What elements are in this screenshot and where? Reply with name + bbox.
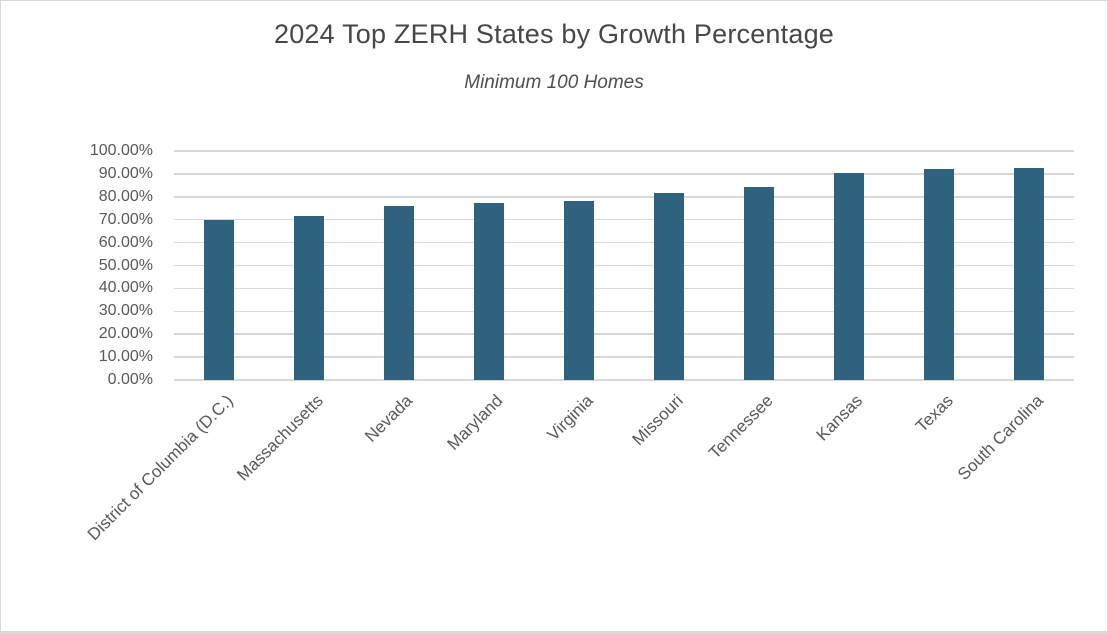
gridline <box>174 333 1074 335</box>
y-axis-tick-label: 40.00% <box>98 279 153 297</box>
y-axis-tick-label: 100.00% <box>89 142 153 159</box>
x-axis-label-district-of-columbia-d-c: District of Columbia (D.C.) <box>83 391 237 545</box>
bar-maryland <box>474 202 504 380</box>
gridline <box>174 173 1074 175</box>
gridline <box>174 356 1074 358</box>
gridline <box>174 379 1074 381</box>
gridline <box>174 310 1074 313</box>
gridline <box>174 196 1074 198</box>
y-axis-tick-label: 90.00% <box>98 164 153 182</box>
gridline <box>174 150 1074 152</box>
chart-title: 2024 Top ZERH States by Growth Percentag… <box>274 19 834 49</box>
y-axis-tick-label: 0.00% <box>107 371 153 388</box>
plot-area <box>174 150 1074 381</box>
bar-tennessee <box>744 186 774 380</box>
x-axis-label-kansas: Kansas <box>812 391 867 445</box>
bar-massachusetts <box>294 216 324 380</box>
x-axis-label-massachusetts: Massachusetts <box>232 391 327 485</box>
bar-nevada <box>384 205 414 380</box>
y-axis-tick-label: 10.00% <box>98 348 153 366</box>
x-axis-label-texas: Texas <box>911 391 957 436</box>
gridline <box>174 287 1074 290</box>
y-axis-tick-label: 50.00% <box>98 256 153 274</box>
bar-kansas <box>834 173 864 380</box>
x-axis-label-south-carolina: South Carolina <box>953 391 1047 484</box>
bar-district-of-columbia-d-c <box>204 219 234 380</box>
bar-texas <box>924 169 954 380</box>
y-axis-tick-label: 30.00% <box>98 302 153 320</box>
bar-virginia <box>564 200 594 380</box>
x-axis-label-nevada: Nevada <box>361 391 417 446</box>
gridline <box>174 264 1074 267</box>
x-axis-label-virginia: Virginia <box>543 391 597 445</box>
x-axis-label-maryland: Maryland <box>443 391 507 454</box>
y-axis-tick-label: 20.00% <box>98 325 153 343</box>
bar-south-carolina <box>1014 167 1044 380</box>
x-axis-label-missouri: Missouri <box>628 391 687 450</box>
gridline <box>174 218 1074 221</box>
y-axis-tick-label: 60.00% <box>98 233 153 251</box>
y-axis-tick-label: 80.00% <box>98 187 153 205</box>
x-axis-label-tennessee: Tennessee <box>704 391 777 463</box>
chart-subtitle: Minimum 100 Homes <box>464 72 644 93</box>
y-axis-tick-label: 70.00% <box>98 210 153 228</box>
bar-missouri <box>654 193 684 380</box>
gridline <box>174 241 1074 244</box>
